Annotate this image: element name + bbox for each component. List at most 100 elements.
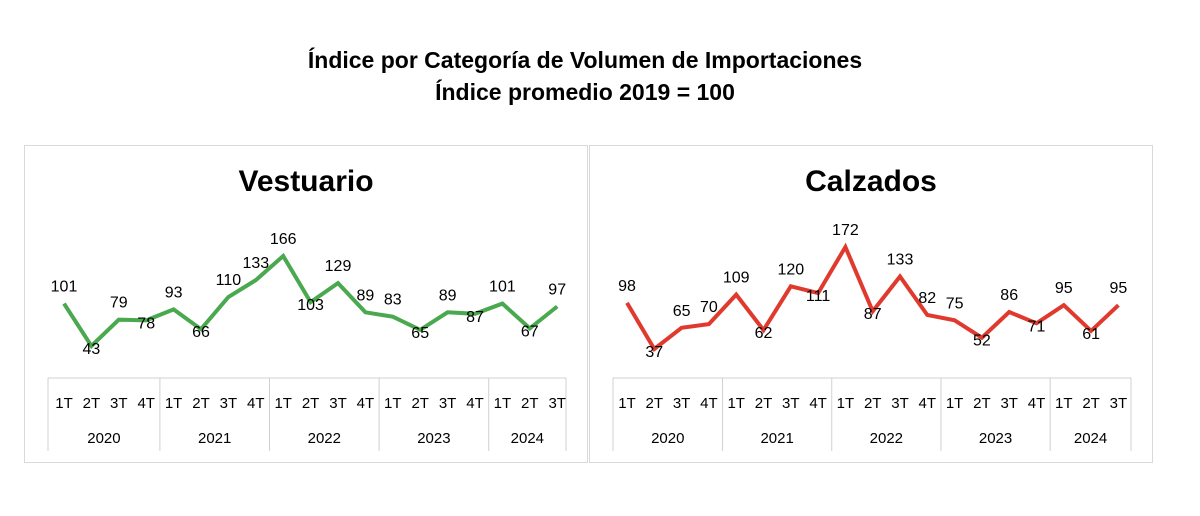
data-point <box>281 254 285 258</box>
tick-label-quarter: 1T <box>837 395 855 412</box>
data-label: 71 <box>1028 318 1046 335</box>
tick-label-quarter: 4T <box>809 395 827 412</box>
data-label: 83 <box>384 292 402 309</box>
tick-label-quarter: 3T <box>1000 395 1018 412</box>
data-label: 103 <box>297 297 324 314</box>
data-point <box>446 310 450 314</box>
data-label: 61 <box>1082 326 1100 343</box>
chart-calzados: Calzados 98 37 65 70 109 62 120 111 172 87 133 82 75 5… <box>589 145 1153 463</box>
data-label: 75 <box>946 295 964 312</box>
data-point <box>898 274 902 278</box>
data-label: 37 <box>645 344 663 361</box>
tick-label-quarter: 2T <box>1082 395 1100 412</box>
data-point <box>625 301 629 305</box>
tick-label-quarter: 1T <box>165 395 183 412</box>
data-label: 65 <box>673 303 691 320</box>
tick-label-quarter: 3T <box>891 395 909 412</box>
tick-label-quarter: 2T <box>755 395 773 412</box>
data-label: 78 <box>137 315 155 332</box>
data-label: 172 <box>832 222 859 239</box>
data-label: 111 <box>806 288 830 305</box>
tick-label-quarter: 2T <box>302 395 320 412</box>
tick-label-year: 2023 <box>417 430 450 447</box>
tick-label-quarter: 2T <box>521 395 539 412</box>
tick-label-year: 2020 <box>651 430 684 447</box>
data-point <box>391 315 395 319</box>
data-point <box>1062 303 1066 307</box>
data-label: 62 <box>755 325 773 342</box>
data-label: 101 <box>489 279 516 296</box>
data-label: 67 <box>521 323 539 340</box>
data-label: 166 <box>270 231 297 248</box>
series-line <box>62 252 559 350</box>
data-point <box>1007 310 1011 314</box>
data-label: 120 <box>777 261 804 278</box>
tick-label-quarter: 3T <box>1110 395 1128 412</box>
data-label: 110 <box>216 272 242 289</box>
data-label: 129 <box>325 258 352 275</box>
tick-label-quarter: 4T <box>700 395 718 412</box>
data-label: 95 <box>1055 280 1073 297</box>
tick-label-quarter: 3T <box>110 395 128 412</box>
data-label: 70 <box>700 299 718 316</box>
title-line-1: Índice por Categoría de Volumen de Impor… <box>307 47 863 73</box>
data-label: 65 <box>411 325 429 342</box>
tick-label-quarter: 1T <box>494 395 512 412</box>
tick-label-quarter: 3T <box>329 395 347 412</box>
data-label: 82 <box>918 290 936 307</box>
tick-label-quarter: 4T <box>919 395 937 412</box>
tick-label-quarter: 4T <box>1028 395 1046 412</box>
tick-label-quarter: 2T <box>83 395 101 412</box>
tick-label-quarter: 4T <box>137 395 155 412</box>
tick-label-quarter: 2T <box>864 395 882 412</box>
data-point <box>707 322 711 326</box>
tick-label-quarter: 2T <box>192 395 210 412</box>
tick-label-quarter: 4T <box>247 395 265 412</box>
chart-title: Calzados <box>805 165 937 198</box>
data-label: 97 <box>548 281 566 298</box>
data-point <box>254 278 258 282</box>
data-label: 89 <box>439 287 457 304</box>
tick-label-year: 2024 <box>511 430 544 447</box>
tick-label-quarter: 2T <box>411 395 429 412</box>
tick-label-quarter: 4T <box>466 395 484 412</box>
data-label: 101 <box>51 279 78 296</box>
data-point <box>336 281 340 285</box>
data-point <box>734 293 738 297</box>
tick-label-year: 2020 <box>87 430 120 447</box>
data-point <box>555 304 559 308</box>
tick-label-quarter: 4T <box>357 395 375 412</box>
data-point <box>1116 303 1120 307</box>
data-label: 43 <box>83 341 101 358</box>
tick-label-year: 2021 <box>760 430 793 447</box>
series-line <box>625 242 1120 352</box>
tick-label-year: 2022 <box>308 430 341 447</box>
data-point <box>172 307 176 311</box>
tick-label-quarter: 1T <box>946 395 964 412</box>
tick-label-quarter: 3T <box>439 395 457 412</box>
data-point <box>226 295 230 299</box>
data-label: 133 <box>242 255 269 272</box>
tick-label-year: 2024 <box>1074 430 1107 447</box>
data-point <box>500 302 504 306</box>
tick-label-quarter: 1T <box>384 395 402 412</box>
data-label: 79 <box>110 295 128 312</box>
data-label: 109 <box>723 270 750 287</box>
data-point <box>953 318 957 322</box>
tick-label-quarter: 3T <box>220 395 238 412</box>
data-point <box>680 326 684 330</box>
data-label: 86 <box>1000 287 1018 304</box>
tick-label-quarter: 1T <box>274 395 292 412</box>
data-point <box>363 310 367 314</box>
data-label: 87 <box>466 309 484 326</box>
tick-label-quarter: 1T <box>618 395 636 412</box>
chart-title: Vestuario <box>238 165 373 198</box>
data-label: 98 <box>618 278 636 295</box>
tick-label-quarter: 1T <box>727 395 745 412</box>
data-label: 87 <box>864 306 882 323</box>
data-label: 95 <box>1110 280 1128 297</box>
tick-label-quarter: 3T <box>673 395 691 412</box>
tick-label-quarter: 3T <box>782 395 800 412</box>
